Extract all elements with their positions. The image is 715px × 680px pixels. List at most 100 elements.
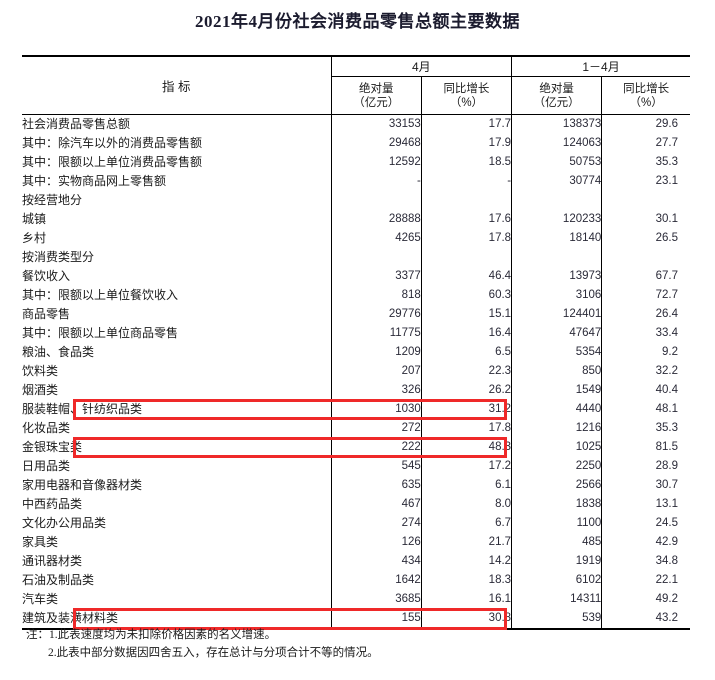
row-cumulative-yoy: 32.2 [655, 365, 678, 377]
table-row: 家用电器和音像器材类 635 6.1 2566 30.7 [22, 476, 690, 495]
row-indicator-label: 日用品类 [22, 457, 332, 476]
row-indicator-label: 汽车类 [22, 590, 332, 609]
table-row: 其中：实物商品网上零售额 - -30774 23.1 [22, 172, 690, 191]
row-cumulative-absolute: 18140 [511, 229, 603, 248]
row-month-yoy: 16.4 [421, 324, 513, 343]
row-cumulative-absolute: 2566 [511, 476, 603, 495]
table-row: 饮料类 207 22.3 850 32.2 [22, 362, 690, 381]
row-indicator-label: 建筑及装潢材料类 [22, 609, 332, 629]
row-cumulative-absolute: 1025 [511, 438, 603, 457]
row-month-absolute: 467 [331, 495, 422, 514]
row-cumulative-yoy: 49.2 [655, 593, 678, 605]
row-month-yoy: 17.7 [421, 114, 513, 134]
row-indicator-label: 社会消费品零售总额 [22, 114, 332, 134]
row-month-yoy: 17.8 [421, 229, 513, 248]
row-month-yoy: 15.1 [421, 305, 513, 324]
row-indicator-label: 粮油、食品类 [22, 343, 332, 362]
row-cumulative-absolute: 3106 [511, 286, 603, 305]
table-row: 其中：限额以上单位餐饮收入 818 60.3 3106 72.7 [22, 286, 690, 305]
table-row: 按消费类型分 [22, 248, 690, 267]
table-row: 社会消费品零售总额 33153 17.7 138373 29.6 [22, 114, 690, 134]
row-month-yoy: 17.9 [421, 134, 513, 153]
subheader-line1: 绝对量 [358, 82, 394, 95]
row-month-absolute: 1209 [331, 343, 422, 362]
row-cumulative-absolute: 124401 [511, 305, 603, 324]
subheader-line2: （%） [449, 96, 484, 109]
row-month-yoy: 22.3 [421, 362, 513, 381]
row-indicator-label: 通讯器材类 [22, 552, 332, 571]
row-indicator-label: 中西药品类 [22, 495, 332, 514]
row-cumulative-yoy [602, 248, 690, 267]
row-cumulative-absolute: 120233 [511, 210, 603, 229]
row-month-absolute: 1642 [331, 571, 422, 590]
row-cumulative-yoy: 67.7 [655, 270, 678, 282]
row-month-yoy: 14.2 [421, 552, 513, 571]
subheader-line1: 同比增长 [623, 82, 670, 95]
table-header: 指 标 4月 1－4月 绝对量 （亿元） 同比增长 （%） 绝对量 （亿元） [22, 56, 690, 115]
row-indicator-label: 家用电器和音像器材类 [22, 476, 332, 495]
row-cumulative-yoy: 28.9 [655, 460, 678, 472]
row-cumulative-absolute: 1919 [511, 552, 603, 571]
row-indicator-label: 服装鞋帽、针纺织品类 [22, 400, 332, 419]
table-row: 按经营地分 [22, 191, 690, 210]
row-indicator-label: 乡村 [22, 229, 332, 248]
table-row: 汽车类 3685 16.1 14311 49.2 [22, 590, 690, 609]
row-cumulative-absolute: 13973 [511, 267, 603, 286]
retail-sales-table: 指 标 4月 1－4月 绝对量 （亿元） 同比增长 （%） 绝对量 （亿元） [22, 55, 690, 630]
row-indicator-label: 城镇 [22, 210, 332, 229]
subheader-cumulative-yoy: 同比增长 （%） [601, 76, 690, 115]
row-cumulative-yoy: 26.5 [655, 232, 678, 244]
row-indicator-label: 其中：实物商品网上零售额 [22, 172, 332, 191]
row-cumulative-absolute: 1549 [511, 381, 603, 400]
row-cumulative-absolute: 138373 [511, 114, 603, 134]
row-indicator-label: 其中：限额以上单位消费品零售额 [22, 153, 332, 172]
row-month-absolute: 3377 [331, 267, 422, 286]
subheader-line2: （亿元） [353, 96, 400, 109]
row-cumulative-absolute: 1100 [511, 514, 603, 533]
row-month-absolute [331, 191, 422, 210]
row-month-yoy: 17.2 [421, 457, 513, 476]
row-cumulative-yoy: 9.2 [662, 346, 678, 358]
row-cumulative-yoy: 30.7 [655, 479, 678, 491]
row-month-yoy: - [421, 172, 513, 191]
row-month-yoy: 31.2 [421, 400, 513, 419]
row-month-yoy: 17.6 [421, 210, 513, 229]
row-cumulative-yoy: 35.3 [655, 156, 678, 168]
row-month-yoy [421, 191, 513, 210]
header-sub-row: 绝对量 （亿元） 同比增长 （%） 绝对量 （亿元） 同比增长 （%） [22, 76, 690, 115]
row-month-absolute: 11775 [331, 324, 422, 343]
row-month-yoy: 16.1 [421, 590, 513, 609]
table-row: 通讯器材类 434 14.2 1919 34.8 [22, 552, 690, 571]
row-cumulative-absolute: 1216 [511, 419, 603, 438]
indicator-column-header: 指 标 [22, 56, 332, 115]
subheader-line1: 同比增长 [443, 82, 490, 95]
table-row: 城镇 28888 17.6 120233 30.1 [22, 210, 690, 229]
row-cumulative-absolute: 2250 [511, 457, 603, 476]
row-month-absolute: 545 [331, 457, 422, 476]
row-month-absolute: 1030 [331, 400, 422, 419]
row-cumulative-absolute: 485 [511, 533, 603, 552]
row-indicator-label: 文化办公用品类 [22, 514, 332, 533]
row-cumulative-yoy: 27.7 [655, 137, 678, 149]
row-cumulative-yoy: 23.1 [655, 175, 678, 187]
group-header-month: 4月 [331, 56, 513, 77]
row-cumulative-yoy: 22.1 [655, 574, 678, 586]
row-indicator-label: 饮料类 [22, 362, 332, 381]
row-cumulative-yoy: 42.9 [655, 536, 678, 548]
row-indicator-label: 餐饮收入 [22, 267, 332, 286]
row-month-absolute: 155 [331, 609, 422, 629]
table-row: 其中：限额以上单位消费品零售额 12592 18.5 50753 35.3 [22, 153, 690, 172]
row-cumulative-absolute: 124063 [511, 134, 603, 153]
header-group-row: 指 标 4月 1－4月 [22, 56, 690, 115]
statistics-table-container: 指 标 4月 1－4月 绝对量 （亿元） 同比增长 （%） 绝对量 （亿元） [22, 55, 690, 630]
table-row: 日用品类 545 17.2 2250 28.9 [22, 457, 690, 476]
row-cumulative-yoy: 48.1 [655, 403, 678, 415]
row-month-yoy: 8.0 [421, 495, 513, 514]
table-row: 服装鞋帽、针纺织品类 1030 31.2 4440 48.1 [22, 400, 690, 419]
row-month-absolute: - [331, 172, 422, 191]
table-row: 餐饮收入 3377 46.4 13973 67.7 [22, 267, 690, 286]
row-cumulative-absolute: 47647 [511, 324, 603, 343]
row-cumulative-yoy: 29.6 [655, 118, 678, 130]
table-row: 中西药品类 467 8.0 1838 13.1 [22, 495, 690, 514]
row-cumulative-yoy: 81.5 [655, 441, 678, 453]
